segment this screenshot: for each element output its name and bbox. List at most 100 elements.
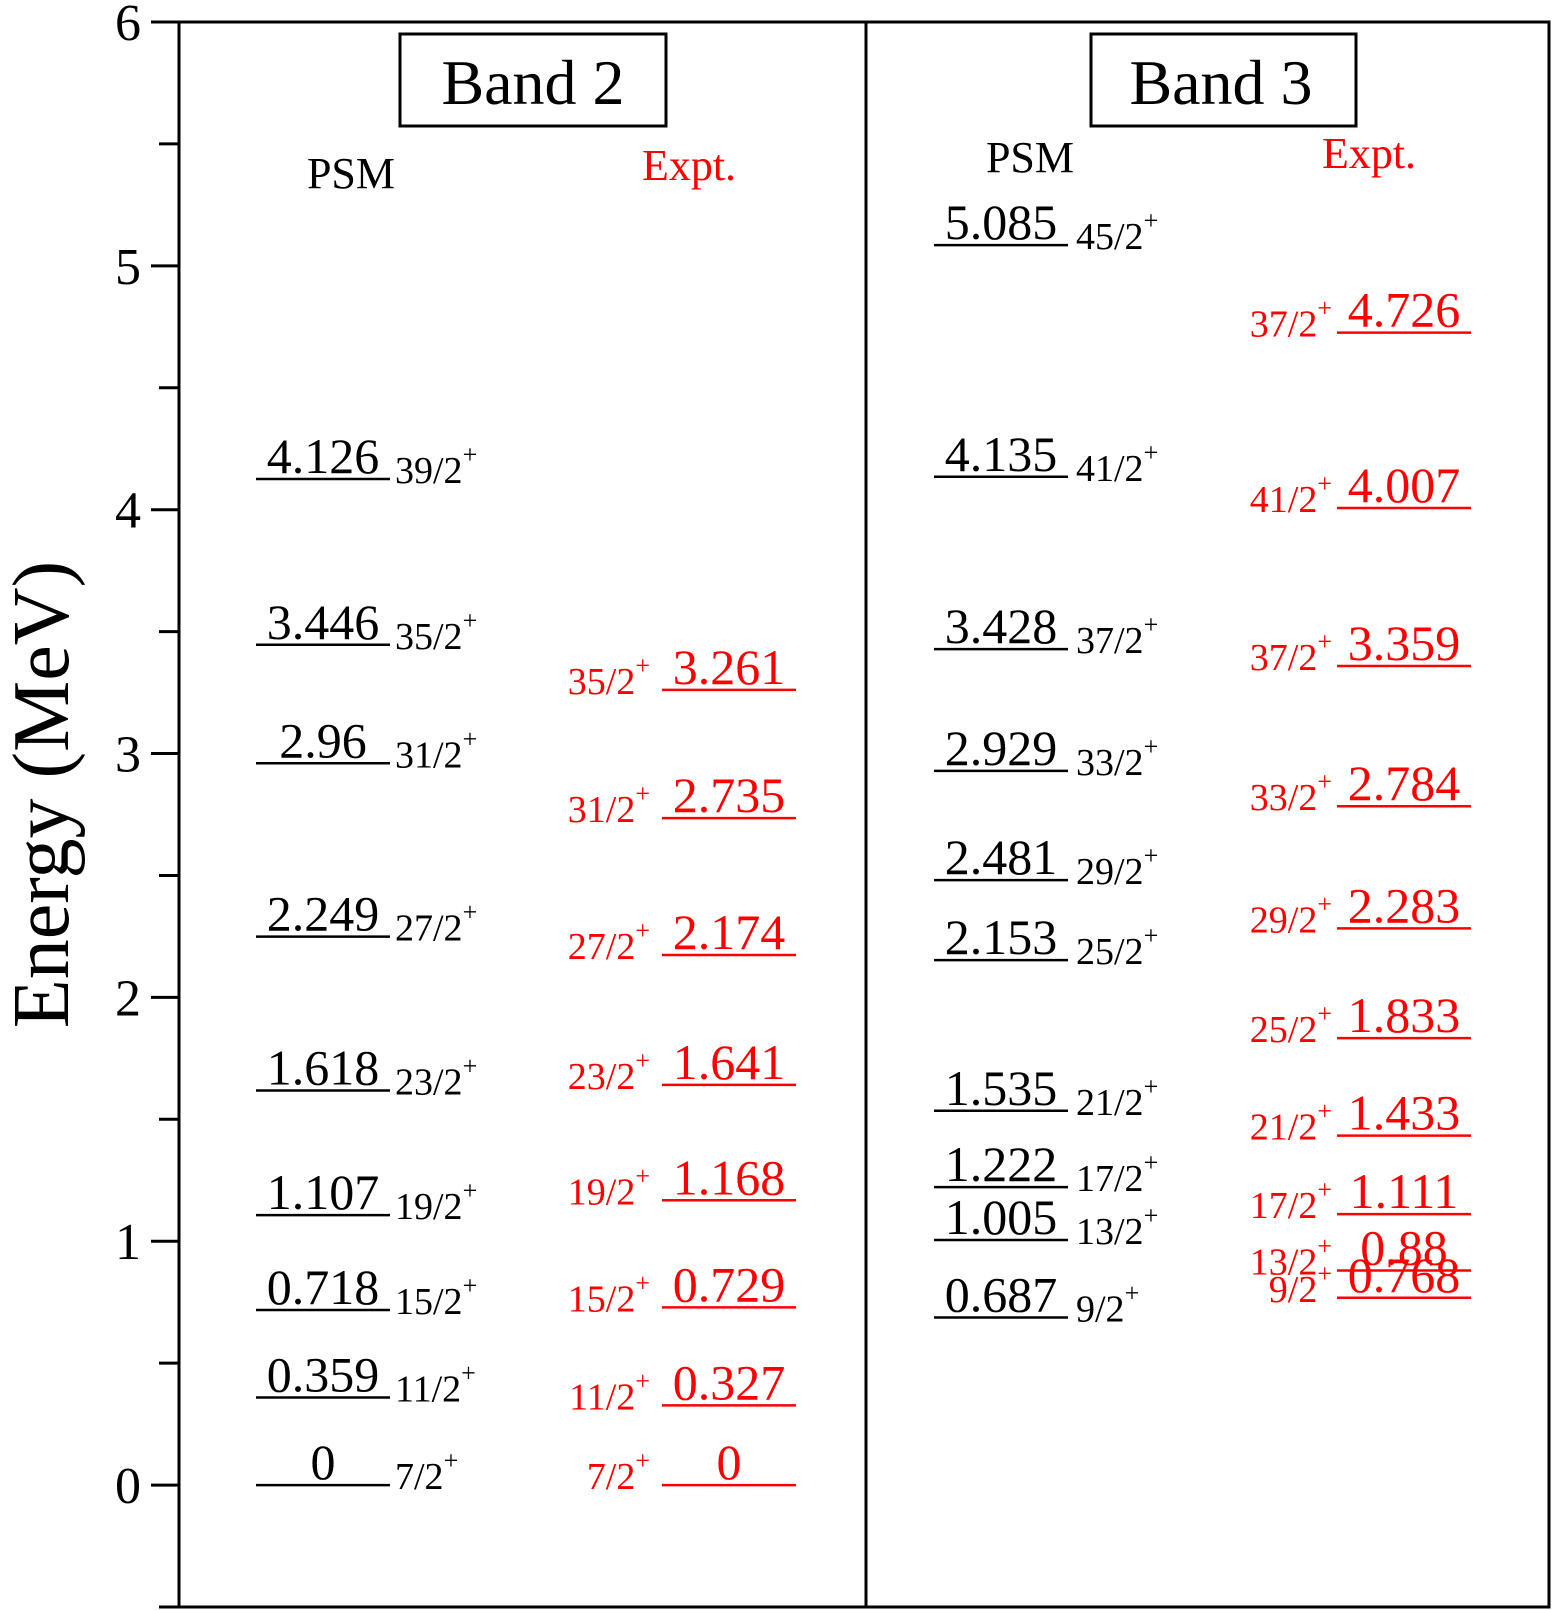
level-spin-label: 29/2+ [1076, 841, 1158, 893]
parity: + [463, 606, 478, 635]
level: 3.446 35/2+ [256, 594, 477, 658]
parity: + [1144, 841, 1159, 870]
level-energy-label: 1.107 [267, 1164, 380, 1220]
panel-title-box [1089, 32, 1358, 128]
level-energy-label: 2.481 [945, 829, 1058, 885]
parity: + [1317, 889, 1332, 918]
y-tick-label: 2 [115, 970, 141, 1027]
parity: + [461, 1359, 476, 1388]
level-spin-label: 41/2+ [1076, 438, 1158, 490]
parity: + [1317, 1175, 1332, 1204]
level-energy-label: 4.007 [1348, 457, 1461, 513]
level: 4.126 39/2+ [256, 428, 477, 492]
parity: + [1317, 294, 1332, 323]
level-energy-label: 4.135 [945, 426, 1058, 482]
spin-value: 45/2 [1076, 216, 1144, 258]
spin-value: 11/2 [569, 1376, 635, 1418]
spin-value: 29/2 [1076, 851, 1144, 893]
level: 2.784 33/2+ [1250, 755, 1471, 819]
level-energy-label: 0.687 [945, 1267, 1058, 1323]
parity: + [463, 1271, 478, 1300]
level-spin-label: 31/2+ [395, 724, 477, 776]
parity: + [1144, 732, 1159, 761]
spin-value: 41/2 [1250, 479, 1318, 521]
spin-value: 15/2 [395, 1281, 463, 1323]
level-spin-label: 45/2+ [1076, 206, 1158, 258]
level-energy-label: 0.729 [673, 1256, 786, 1312]
parity: + [463, 724, 478, 753]
level-energy-label: 1.618 [267, 1040, 380, 1096]
level: 1.433 21/2+ [1250, 1085, 1471, 1149]
parity: + [1144, 610, 1159, 639]
spin-value: 37/2 [1076, 620, 1144, 662]
level-energy-label: 2.784 [1348, 755, 1461, 811]
level-spin-label: 25/2+ [1076, 921, 1158, 973]
level: 0.88 13/2+ [1250, 1219, 1471, 1283]
level: 2.96 31/2+ [256, 712, 477, 776]
parity: + [635, 916, 650, 945]
level-energy-label: 4.126 [267, 428, 380, 484]
level-spin-label: 7/2+ [587, 1446, 650, 1498]
level: 2.929 33/2+ [934, 720, 1158, 784]
spin-value: 27/2 [568, 926, 636, 968]
spin-value: 13/2 [1250, 1241, 1318, 1283]
level: 0 7/2+ [587, 1434, 796, 1498]
spin-value: 21/2 [1250, 1107, 1318, 1149]
level: 0 7/2+ [256, 1434, 458, 1498]
level-energy-label: 2.153 [945, 909, 1058, 965]
level-energy-label: 2.929 [945, 720, 1058, 776]
level-energy-label: 2.283 [1348, 877, 1461, 933]
level-spin-label: 33/2+ [1250, 767, 1332, 819]
level: 5.085 45/2+ [934, 194, 1158, 258]
parity: + [635, 1161, 650, 1190]
level-energy-label: 0.88 [1360, 1219, 1448, 1275]
level-energy-label: 3.446 [267, 594, 380, 650]
psm-column-label: PSM [307, 149, 395, 198]
level-spin-label: 9/2+ [1076, 1279, 1139, 1331]
level: 0.359 11/2+ [256, 1347, 476, 1411]
level-energy-label: 1.535 [945, 1060, 1058, 1116]
spin-value: 15/2 [568, 1278, 636, 1320]
panel-title: Band 3 [1129, 47, 1312, 118]
parity: + [635, 779, 650, 808]
level-spin-label: 31/2+ [568, 779, 650, 831]
spin-value: 37/2 [1250, 304, 1318, 346]
y-axis-label: Energy (MeV) [0, 561, 86, 1028]
level-energy-label: 3.428 [945, 598, 1058, 654]
level-energy-label: 0.768 [1348, 1247, 1461, 1303]
spin-value: 33/2 [1250, 777, 1318, 819]
spin-value: 19/2 [568, 1171, 636, 1213]
panel-title: Band 2 [441, 47, 624, 118]
spin-value: 9/2 [1076, 1289, 1125, 1331]
parity: + [1144, 1072, 1159, 1101]
level-spin-label: 23/2+ [395, 1052, 477, 1104]
psm-column-label: PSM [986, 133, 1074, 182]
level: 2.481 29/2+ [934, 829, 1158, 893]
spin-value: 23/2 [395, 1062, 463, 1104]
spin-value: 33/2 [1076, 742, 1144, 784]
parity: + [1144, 1148, 1159, 1177]
level-spin-label: 17/2+ [1076, 1148, 1158, 1200]
parity: + [463, 1052, 478, 1081]
parity: + [1317, 1259, 1332, 1288]
spin-value: 39/2 [395, 450, 463, 492]
spin-value: 13/2 [1076, 1211, 1144, 1253]
level-spin-label: 23/2+ [568, 1046, 650, 1098]
level: 0.327 11/2+ [569, 1354, 796, 1418]
level-spin-label: 37/2+ [1250, 294, 1332, 346]
level-spin-label: 7/2+ [395, 1446, 458, 1498]
expt-column-label: Expt. [1322, 129, 1416, 178]
level-energy-label: 2.249 [267, 886, 380, 942]
panel-title-box [398, 32, 668, 128]
level-energy-label: 4.726 [1348, 282, 1461, 338]
spin-value: 17/2 [1250, 1185, 1318, 1227]
level: 0.718 15/2+ [256, 1259, 477, 1323]
parity: + [444, 1446, 459, 1475]
level: 3.428 37/2+ [934, 598, 1158, 662]
level-energy-label: 3.359 [1348, 615, 1461, 671]
parity: + [1317, 469, 1332, 498]
